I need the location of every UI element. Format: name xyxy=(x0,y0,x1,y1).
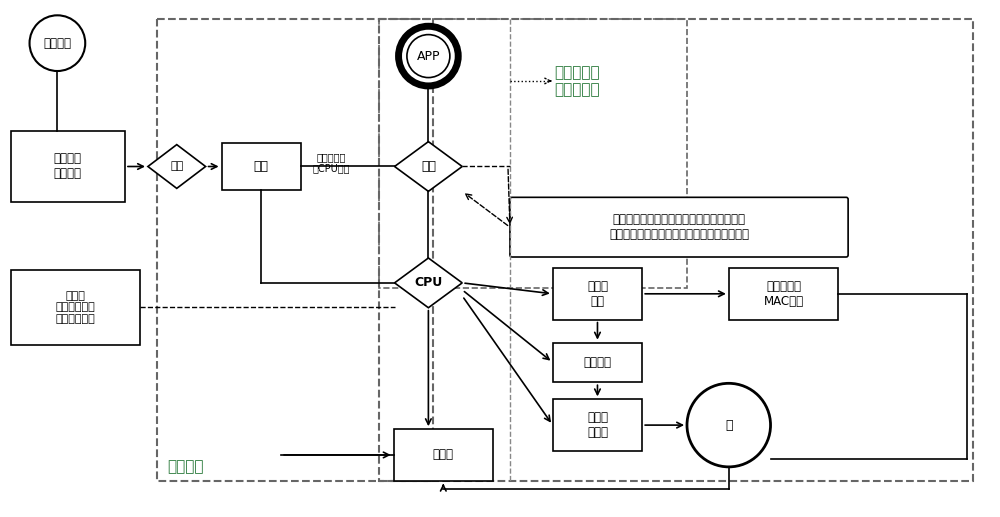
Text: 随机码
密码: 随机码 密码 xyxy=(587,280,608,308)
Text: CPU: CPU xyxy=(414,277,443,290)
Circle shape xyxy=(399,26,458,86)
Bar xyxy=(394,429,493,481)
Text: 传递随机码
MAC地址: 传递随机码 MAC地址 xyxy=(763,280,804,308)
Bar xyxy=(379,19,687,288)
Bar xyxy=(157,19,433,481)
Bar xyxy=(222,143,301,190)
Text: 锁状态
所用的总时间
蓝牙连接状态: 锁状态 所用的总时间 蓝牙连接状态 xyxy=(55,291,95,324)
Text: 电源: 电源 xyxy=(170,161,183,172)
Circle shape xyxy=(687,383,771,467)
Text: 还车过程: 还车过程 xyxy=(167,460,203,475)
Bar xyxy=(729,268,838,320)
Circle shape xyxy=(30,16,85,71)
Text: 蓝牙: 蓝牙 xyxy=(421,160,436,173)
Bar xyxy=(11,131,125,202)
Bar xyxy=(553,268,642,320)
Text: 锁状态: 锁状态 xyxy=(433,448,454,462)
Text: 锁: 锁 xyxy=(725,419,733,432)
Text: 轻量级
电磁阀: 轻量级 电磁阀 xyxy=(587,411,608,439)
Text: 使用过程中
由CPU控制: 使用过程中 由CPU控制 xyxy=(312,151,350,173)
Circle shape xyxy=(407,35,450,78)
Bar xyxy=(553,343,642,383)
Text: APP: APP xyxy=(417,50,440,63)
Polygon shape xyxy=(148,145,206,188)
Text: 蓝牙连接所需要的时间、记录蓝牙连接状态
记录蓝牙连接的时刻、蓝牙连接状态变化时刻: 蓝牙连接所需要的时间、记录蓝牙连接状态 记录蓝牙连接的时刻、蓝牙连接状态变化时刻 xyxy=(609,213,749,241)
Text: 使用过程中
反复的状态: 使用过程中 反复的状态 xyxy=(555,65,600,97)
Text: 供电: 供电 xyxy=(254,160,269,173)
Polygon shape xyxy=(395,258,462,308)
FancyBboxPatch shape xyxy=(510,197,848,257)
Text: 蓝牙开关: 蓝牙开关 xyxy=(43,37,71,50)
Polygon shape xyxy=(395,142,462,191)
Bar xyxy=(11,270,140,344)
Bar xyxy=(553,399,642,451)
Text: 按动按钮
然后弹起: 按动按钮 然后弹起 xyxy=(54,153,82,180)
Bar xyxy=(379,19,973,481)
Text: 密码匹配: 密码匹配 xyxy=(583,356,611,369)
